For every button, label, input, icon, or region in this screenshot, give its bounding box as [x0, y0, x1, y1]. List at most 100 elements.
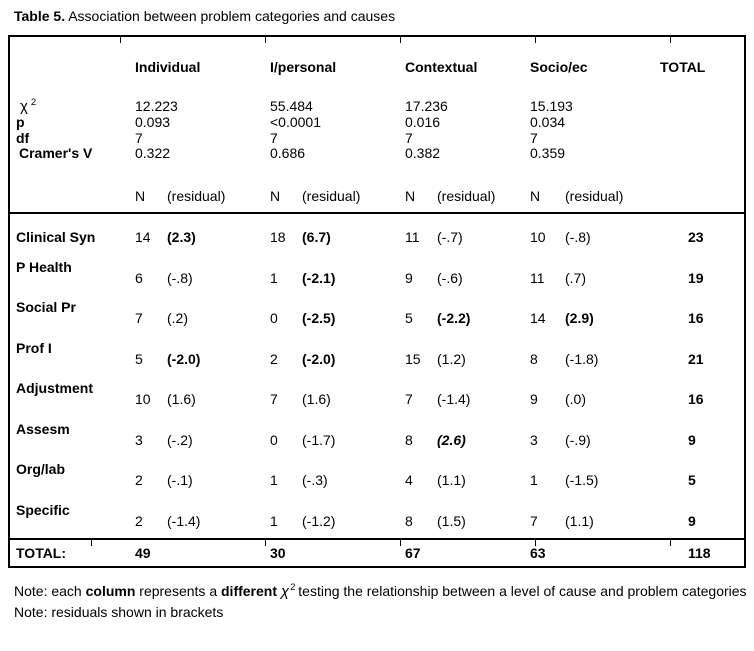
- residual-value: (.7): [565, 269, 586, 286]
- row-total: 9: [688, 431, 696, 448]
- table-body: Clinical Syn 14 (2.3) 18 (6.7) 11 (-.7) …: [10, 214, 744, 538]
- row-total: 23: [688, 229, 704, 245]
- column-divider-stub: [670, 37, 671, 43]
- note-bold-different: different: [221, 582, 277, 599]
- subheader-residual: (residual): [437, 187, 496, 204]
- subheader-n: N: [270, 187, 281, 204]
- table-row: P Health 6 (-.8) 1 (-2.1) 9 (-.6) 11 (.7…: [10, 254, 744, 295]
- residual-value: (6.7): [302, 229, 331, 245]
- stat-value: 7: [135, 129, 143, 146]
- n-value: 2: [270, 350, 278, 367]
- chi-symbol: χ: [20, 98, 28, 115]
- column-total: 67: [405, 544, 421, 561]
- residual-value: (1.6): [302, 391, 331, 407]
- table-caption-number: Table 5.: [14, 8, 66, 24]
- stats-table: Individual I/personal Contextual Socio/e…: [8, 35, 746, 568]
- residual-value: (-.1): [167, 472, 193, 488]
- n-value: 10: [530, 229, 546, 245]
- n-value: 8: [405, 431, 413, 448]
- subheader-n: N: [530, 187, 541, 204]
- residual-value: (-.7): [437, 229, 463, 245]
- column-header-individual: Individual: [135, 59, 201, 75]
- row-label: Assesm: [16, 420, 70, 437]
- n-value: 5: [405, 310, 413, 326]
- notes-block: Note: each column represents a different…: [14, 582, 750, 622]
- stat-value: 12.223: [135, 98, 178, 114]
- n-value: 10: [135, 391, 151, 407]
- table-row: Clinical Syn 14 (2.3) 18 (6.7) 11 (-.7) …: [10, 214, 744, 255]
- n-value: 5: [135, 350, 143, 367]
- row-total: 16: [688, 310, 704, 326]
- n-value: 3: [135, 431, 143, 448]
- residual-value: (-.3): [302, 472, 328, 488]
- residual-value: (-.9): [565, 431, 591, 448]
- n-value: 18: [270, 229, 286, 245]
- row-total: 9: [688, 512, 696, 529]
- column-divider-stub: [535, 539, 536, 546]
- stat-row-p: p 0.093 <0.0001 0.016 0.034: [10, 114, 744, 131]
- subheader-residual: (residual): [302, 187, 361, 204]
- subheader-spacer: [10, 189, 135, 204]
- chi-symbol: χ: [280, 582, 290, 600]
- column-total: 63: [530, 544, 546, 561]
- stat-value: 7: [270, 129, 278, 146]
- n-value: 8: [530, 350, 538, 367]
- residual-value: (.0): [565, 391, 586, 407]
- residual-value: (-2.1): [302, 269, 336, 286]
- row-total: 5: [688, 472, 696, 488]
- residual-value: (-2.2): [437, 310, 471, 326]
- table-caption-text: Association between problem categories a…: [65, 8, 396, 24]
- residual-value: (2.9): [565, 310, 594, 326]
- stat-value: 0.686: [270, 145, 306, 161]
- n-value: 7: [530, 512, 538, 529]
- table-row: Specific 2 (-1.4) 1 (-1.2) 8 (1.5) 7 (1.…: [10, 497, 744, 538]
- stat-value: 7: [530, 129, 538, 146]
- stat-label-df: df: [16, 129, 30, 146]
- stat-row-df: df 7 7 7 7: [10, 129, 744, 147]
- residual-value: (1.2): [437, 350, 466, 367]
- n-value: 1: [270, 269, 278, 286]
- table-row: Org/lab 2 (-.1) 1 (-.3) 4 (1.1) 1 (-1.5)…: [10, 457, 744, 498]
- n-value: 0: [270, 310, 278, 326]
- residual-value: (-1.8): [565, 350, 599, 367]
- stat-label-cramers-v: Cramer's V: [19, 145, 93, 161]
- residual-value: (-1.4): [167, 512, 201, 529]
- stat-value: 0.322: [135, 145, 171, 161]
- grand-total: 118: [688, 544, 711, 561]
- chi-superscript: 2: [30, 97, 37, 108]
- n-value: 7: [135, 310, 143, 326]
- row-total: 16: [688, 391, 704, 407]
- subheader-n: N: [405, 187, 416, 204]
- stat-value: 17.236: [405, 98, 448, 114]
- table-row: Social Pr 7 (.2) 0 (-2.5) 5 (-2.2) 14 (2…: [10, 295, 744, 336]
- column-header-ipersonal: I/personal: [270, 59, 337, 75]
- residual-value: (-2.0): [167, 350, 201, 367]
- n-value: 1: [270, 472, 278, 488]
- residual-value: (-1.4): [437, 391, 471, 407]
- row-label: Clinical Syn: [16, 229, 96, 245]
- note-1: Note: each column represents a different…: [14, 582, 750, 603]
- column-header-contextual: Contextual: [405, 59, 478, 75]
- stat-value: 0.382: [405, 145, 441, 161]
- column-divider-stub: [535, 37, 536, 43]
- n-value: 1: [270, 512, 278, 529]
- residual-value: (-.6): [437, 269, 463, 286]
- row-label: Specific: [16, 501, 70, 518]
- row-label: Org/lab: [16, 461, 66, 477]
- column-divider-stub: [400, 539, 401, 546]
- column-total: 30: [270, 544, 286, 561]
- residual-value: (2.6): [437, 431, 466, 448]
- column-divider-stub: [91, 539, 92, 546]
- residual-value: (2.3): [167, 229, 196, 245]
- stat-value: 0.016: [405, 114, 441, 130]
- n-value: 6: [135, 269, 143, 286]
- n-value: 11: [530, 269, 545, 286]
- residual-value: (-2.5): [302, 310, 336, 326]
- subheader-residual: (residual): [167, 187, 226, 204]
- n-value: 0: [270, 431, 278, 448]
- stat-value: 55.484: [270, 98, 313, 114]
- column-total: 49: [135, 544, 151, 561]
- residual-value: (-1.2): [302, 512, 336, 529]
